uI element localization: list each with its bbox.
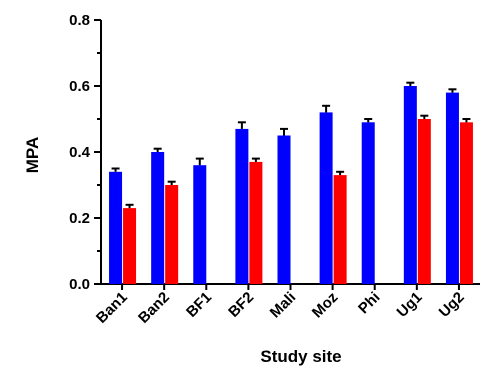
y-tick-label: 0.4 xyxy=(69,144,91,161)
plot-area: 0.0 0.2 0.4 0.6 0.8 Ban1 Ban2 BF1 BF2 Mali Moz Phi U… xyxy=(69,12,480,327)
y-tick-label: 0.0 xyxy=(69,276,90,293)
bar-ban1-series2 xyxy=(123,208,137,284)
x-axis-title: Study site xyxy=(260,347,341,366)
bar-ug2-series1 xyxy=(445,92,459,284)
bar-ban2-series2 xyxy=(165,185,179,284)
x-tick-label: Ban2 xyxy=(135,289,173,327)
x-tick-label: BF2 xyxy=(225,289,257,321)
bar-mali-series1 xyxy=(277,135,291,284)
x-tick-label: BF1 xyxy=(183,289,215,321)
bar-ban2-series1 xyxy=(151,152,165,284)
bar-bf2-series1 xyxy=(235,128,249,284)
y-axis-title: MPA xyxy=(23,137,42,174)
x-tick-label: Moz xyxy=(309,289,342,322)
bar-ban1-series1 xyxy=(109,171,123,284)
bar-bf1-series1 xyxy=(193,165,207,284)
x-tick-label: Phi xyxy=(355,289,384,318)
bar-moz-series1 xyxy=(319,112,333,285)
y-tick-label: 0.8 xyxy=(69,12,90,29)
y-tick-label: 0.6 xyxy=(69,78,90,95)
y-tick-label: 0.2 xyxy=(69,210,90,227)
x-tick-label: Ug2 xyxy=(436,289,468,321)
x-tick-label: Ug1 xyxy=(394,289,426,321)
bar-moz-series2 xyxy=(333,175,347,284)
bar-phi-series1 xyxy=(361,122,375,284)
bar-bf2-series2 xyxy=(249,161,263,284)
bar-ug2-series2 xyxy=(459,122,473,284)
x-tick-label: Mali xyxy=(267,289,300,322)
bar-ug1-series1 xyxy=(403,86,417,284)
x-tick-label: Ban1 xyxy=(93,289,131,327)
bar-ug1-series2 xyxy=(417,119,431,284)
